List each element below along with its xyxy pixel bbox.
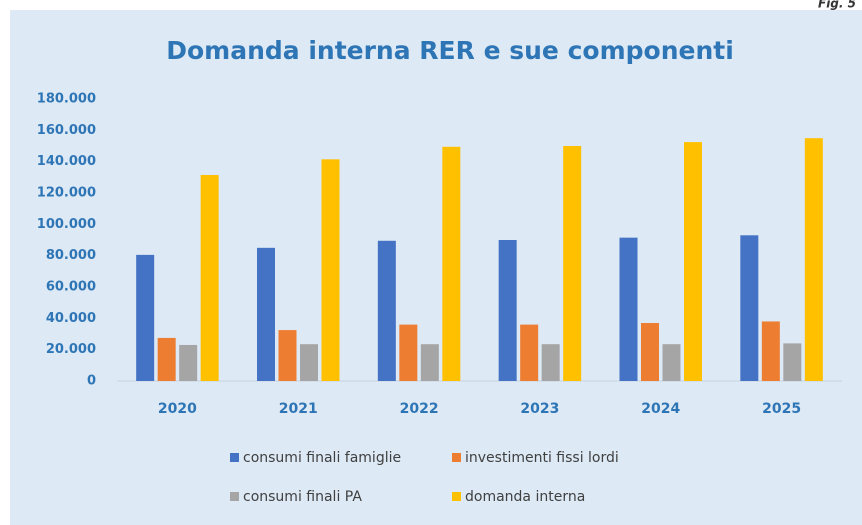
bar bbox=[136, 254, 155, 381]
x-tick-label: 2020 bbox=[158, 401, 197, 417]
bar bbox=[619, 237, 638, 381]
bar bbox=[520, 324, 539, 381]
x-tick-label: 2025 bbox=[762, 401, 801, 417]
x-tick-label: 2024 bbox=[641, 401, 680, 417]
legend-label: domanda interna bbox=[465, 489, 585, 505]
bar bbox=[641, 323, 659, 381]
x-tick-label: 2023 bbox=[520, 401, 559, 417]
bar bbox=[498, 240, 517, 381]
bar bbox=[761, 321, 780, 381]
y-tick-label: 0 bbox=[87, 374, 96, 389]
bar bbox=[200, 174, 219, 381]
y-tick-label: 80.000 bbox=[46, 248, 96, 263]
legend-label: consumi finali famiglie bbox=[243, 450, 401, 466]
legend-swatch bbox=[452, 453, 461, 462]
x-tick-label: 2021 bbox=[279, 401, 318, 417]
y-tick-label: 20.000 bbox=[46, 342, 96, 357]
legend-label: consumi finali PA bbox=[243, 489, 362, 505]
bar bbox=[662, 344, 681, 381]
bar bbox=[541, 344, 560, 381]
y-tick-label: 60.000 bbox=[46, 280, 96, 295]
bar bbox=[804, 138, 823, 381]
bar bbox=[300, 344, 318, 381]
legend-swatch bbox=[452, 492, 461, 501]
bar bbox=[257, 247, 275, 381]
y-tick-label: 140.000 bbox=[37, 154, 96, 169]
bar bbox=[157, 337, 176, 381]
y-tick-label: 160.000 bbox=[37, 123, 96, 138]
legend-label: investimenti fissi lordi bbox=[465, 450, 619, 466]
y-tick-label: 120.000 bbox=[37, 186, 96, 201]
legend-swatch bbox=[230, 492, 239, 501]
bar bbox=[399, 324, 418, 381]
bar bbox=[377, 240, 396, 381]
bar bbox=[321, 159, 340, 381]
bar bbox=[740, 235, 759, 381]
bar bbox=[420, 344, 439, 381]
figure-label: Fig. 5 bbox=[818, 0, 856, 11]
bar bbox=[684, 142, 702, 381]
chart-title: Domanda interna RER e sue componenti bbox=[166, 36, 734, 65]
bar bbox=[442, 146, 461, 381]
y-tick-label: 100.000 bbox=[37, 217, 96, 232]
y-tick-label: 180.000 bbox=[37, 92, 96, 107]
x-tick-label: 2022 bbox=[400, 401, 439, 417]
legend-swatch bbox=[230, 453, 239, 462]
bar bbox=[179, 344, 198, 381]
y-tick-label: 40.000 bbox=[46, 311, 96, 326]
bar bbox=[278, 330, 297, 381]
bar bbox=[783, 343, 802, 381]
bar bbox=[563, 146, 582, 381]
